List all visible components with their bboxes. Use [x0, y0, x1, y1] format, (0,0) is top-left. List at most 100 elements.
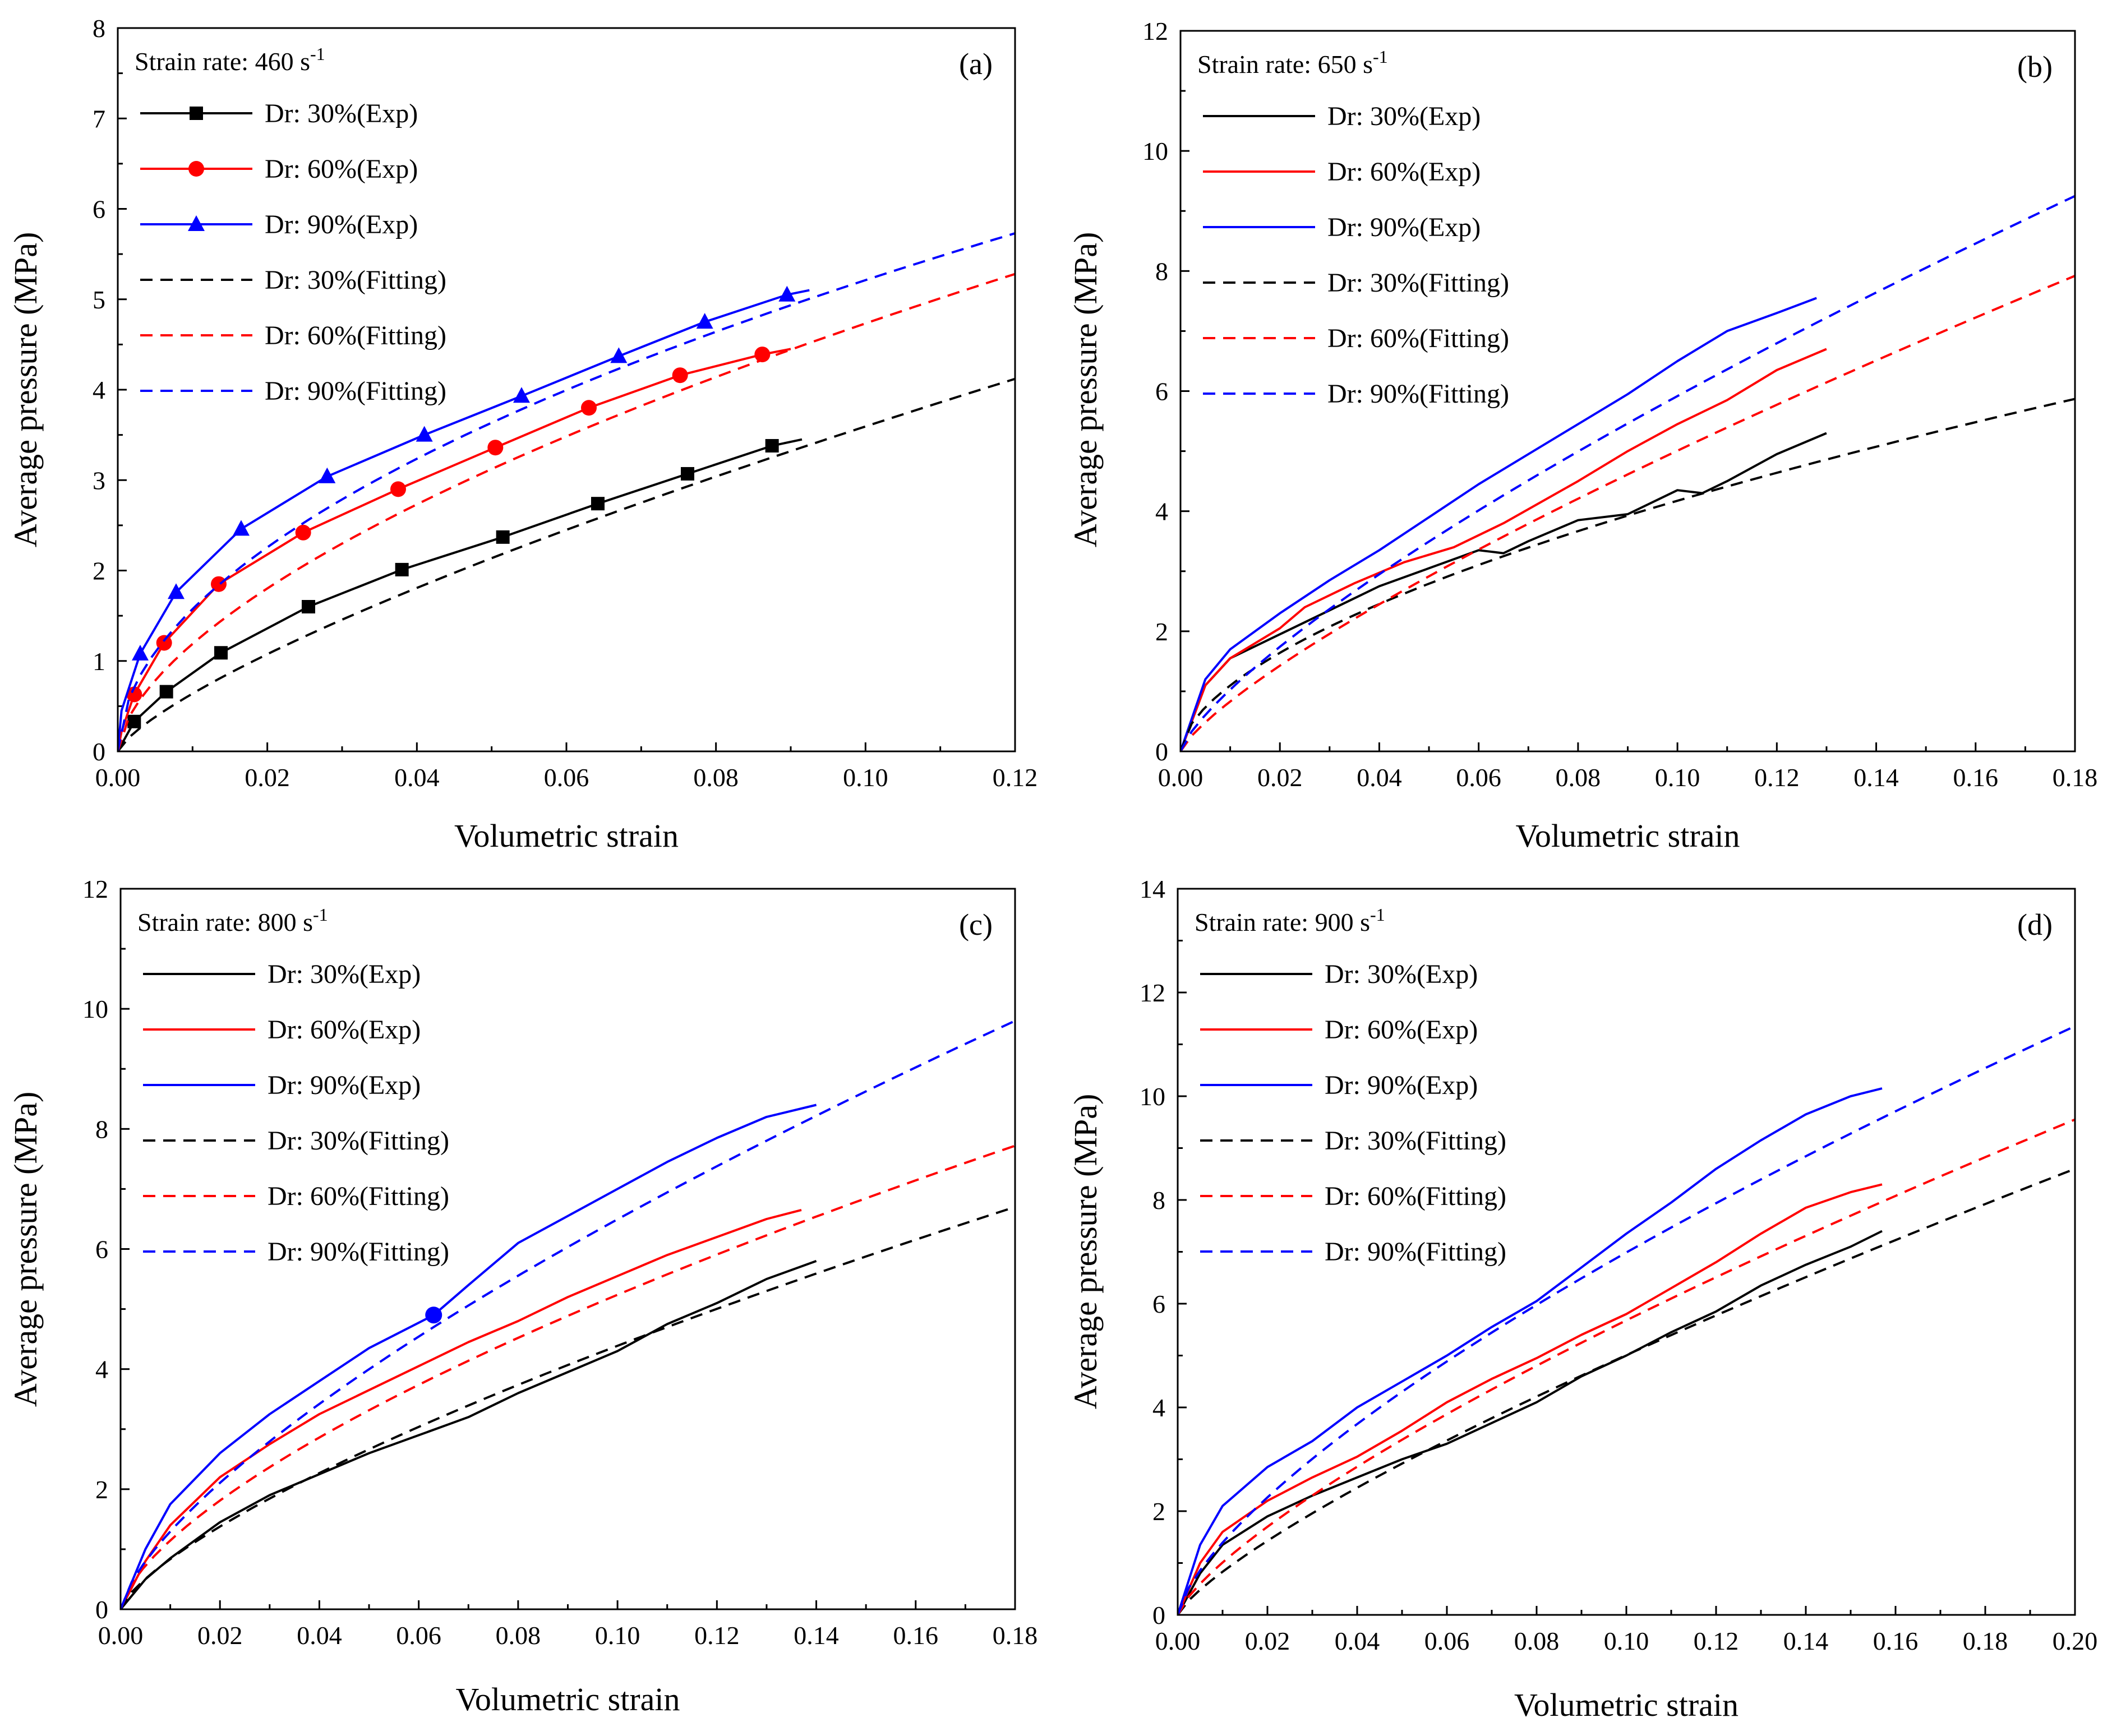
legend-label-4: Dr: 30%(Fitting) — [268, 1126, 449, 1156]
x-tick-label: 0.12 — [1754, 763, 1800, 792]
marker-circle — [425, 1306, 442, 1324]
x-tick-label: 0.04 — [1335, 1627, 1380, 1655]
x-tick-label: 0.18 — [993, 1621, 1038, 1650]
x-tick-label: 0.12 — [993, 763, 1038, 792]
x-axis-label: Volumetric strain — [1514, 1687, 1739, 1723]
y-tick-label: 4 — [1155, 497, 1168, 526]
y-tick-label: 6 — [1152, 1290, 1165, 1318]
y-tick-label: 8 — [1152, 1186, 1165, 1215]
marker-triangle — [778, 285, 796, 302]
y-tick-label: 3 — [93, 466, 105, 495]
x-tick-label: 0.16 — [1953, 763, 1999, 792]
legend: Dr: 30%(Exp) Dr: 60%(Exp) Dr: 90%(Exp) Dr: … — [140, 99, 446, 406]
strain-rate-exponent: -1 — [310, 44, 325, 64]
legend-label-6: Dr: 90%(Fitting) — [1325, 1237, 1506, 1267]
marker-square — [302, 600, 315, 613]
plot-frame — [119, 888, 1016, 1610]
x-tick-label: 0.08 — [1556, 763, 1601, 792]
series-line-1 — [1180, 432, 1827, 751]
legend-label-2: Dr: 60%(Exp) — [1327, 157, 1481, 187]
series-line-3 — [1180, 297, 1817, 751]
legend-label-3: Dr: 90%(Exp) — [1325, 1070, 1478, 1100]
legend: Dr: 30%(Exp) Dr: 60%(Exp) Dr: 90%(Exp) Dr: … — [1200, 959, 1506, 1267]
x-tick-label: 0.06 — [396, 1621, 441, 1650]
y-tick-label: 12 — [82, 875, 108, 903]
panel-label: (c) — [959, 908, 993, 941]
legend-label-4: Dr: 30%(Fitting) — [265, 265, 446, 295]
y-tick-label: 6 — [93, 195, 105, 224]
y-tick-label: 1 — [93, 647, 105, 676]
plot-frame — [1177, 888, 2076, 1616]
y-axis-label: Average pressure (MPa) — [7, 232, 44, 548]
y-tick-label: 10 — [1142, 137, 1168, 165]
y-tick-label: 4 — [95, 1355, 108, 1384]
y-tick-label: 10 — [1140, 1082, 1165, 1111]
strain-rate-label: Strain rate: 900 s-1 — [1195, 904, 1385, 936]
x-tick-label: 0.02 — [245, 763, 290, 792]
legend-label-4: Dr: 30%(Fitting) — [1327, 268, 1509, 298]
strain-rate-exponent: -1 — [1370, 904, 1385, 925]
strain-rate-exponent: -1 — [1373, 47, 1388, 67]
y-tick-label: 2 — [1155, 617, 1168, 646]
x-tick-label: 0.04 — [297, 1621, 342, 1650]
legend-label-6: Dr: 90%(Fitting) — [1327, 379, 1509, 409]
marker-triangle — [319, 467, 336, 483]
legend-marker — [190, 107, 203, 120]
y-tick-label: 6 — [95, 1235, 108, 1264]
y-tick-label: 2 — [95, 1475, 108, 1504]
y-tick-label: 0 — [1152, 1601, 1165, 1629]
marker-square — [127, 714, 141, 728]
legend-label-4: Dr: 30%(Fitting) — [1325, 1126, 1506, 1156]
y-tick-label: 5 — [93, 285, 105, 314]
legend-label-1: Dr: 30%(Exp) — [1325, 959, 1478, 989]
legend-label-5: Dr: 60%(Fitting) — [268, 1181, 449, 1211]
series-line-6 — [121, 1019, 1015, 1609]
strain-rate-label: Strain rate: 460 s-1 — [135, 44, 325, 76]
y-tick-label: 12 — [1140, 978, 1165, 1007]
legend-label-5: Dr: 60%(Fitting) — [265, 321, 446, 350]
legend-label-3: Dr: 90%(Exp) — [265, 210, 418, 239]
x-tick-label: 0.14 — [1853, 763, 1899, 792]
y-tick-label: 12 — [1142, 17, 1168, 45]
chart-panel-b: 0.00 0.02 0.04 0.06 0.08 0.10 0.12 0.14 0.16 0.18… — [1067, 17, 2097, 854]
marker-circle — [295, 524, 311, 541]
series-group — [1180, 195, 2075, 751]
x-tick-label: 0.14 — [794, 1621, 839, 1650]
y-tick-label: 8 — [95, 1115, 108, 1143]
marker-circle — [126, 686, 142, 703]
strain-rate-label: Strain rate: 800 s-1 — [137, 904, 328, 936]
x-tick-label: 0.10 — [1655, 763, 1700, 792]
x-tick-label: 0.16 — [1873, 1627, 1919, 1655]
marker-square — [159, 685, 173, 699]
y-tick-label: 14 — [1140, 875, 1165, 903]
marker-circle — [390, 481, 406, 497]
legend-label-2: Dr: 60%(Exp) — [1325, 1015, 1478, 1045]
legend-label-2: Dr: 60%(Exp) — [268, 1015, 421, 1045]
series-line-2 — [1180, 348, 1827, 751]
series-line-1 — [121, 1260, 817, 1609]
legend-label-1: Dr: 30%(Exp) — [268, 959, 421, 989]
chart-panel-c: 0.00 0.02 0.04 0.06 0.08 0.10 0.12 0.14 0.16 0.18… — [7, 875, 1037, 1717]
marker-triangle — [416, 426, 433, 442]
y-tick-label: 4 — [93, 376, 105, 404]
series-line-1 — [1178, 1230, 1883, 1615]
marker-square — [395, 562, 409, 576]
y-tick-label: 2 — [1152, 1497, 1165, 1526]
x-tick-label: 0.04 — [394, 763, 440, 792]
legend-label-6: Dr: 90%(Fitting) — [268, 1237, 449, 1267]
x-tick-label: 0.18 — [2053, 763, 2098, 792]
x-tick-label: 0.08 — [496, 1621, 541, 1650]
chart-panel-a: 0.00 0.02 0.04 0.06 0.08 0.10 0.12 0 1 2 3 4 5 6 7 8 Vol… — [7, 14, 1037, 854]
y-tick-label: 0 — [95, 1595, 108, 1624]
marker-triangle — [696, 313, 713, 329]
series-group — [121, 1019, 1015, 1609]
x-tick-label: 0.18 — [1963, 1627, 2008, 1655]
marker-triangle — [233, 520, 250, 536]
x-tick-label: 0.10 — [1604, 1627, 1649, 1655]
marker-triangle — [132, 644, 149, 661]
x-tick-label: 0.02 — [197, 1621, 243, 1650]
x-tick-label: 0.00 — [95, 763, 141, 792]
x-tick-label: 0.08 — [693, 763, 739, 792]
y-axis-label: Average pressure (MPa) — [1067, 1094, 1104, 1410]
series-line-5 — [1180, 275, 2075, 751]
